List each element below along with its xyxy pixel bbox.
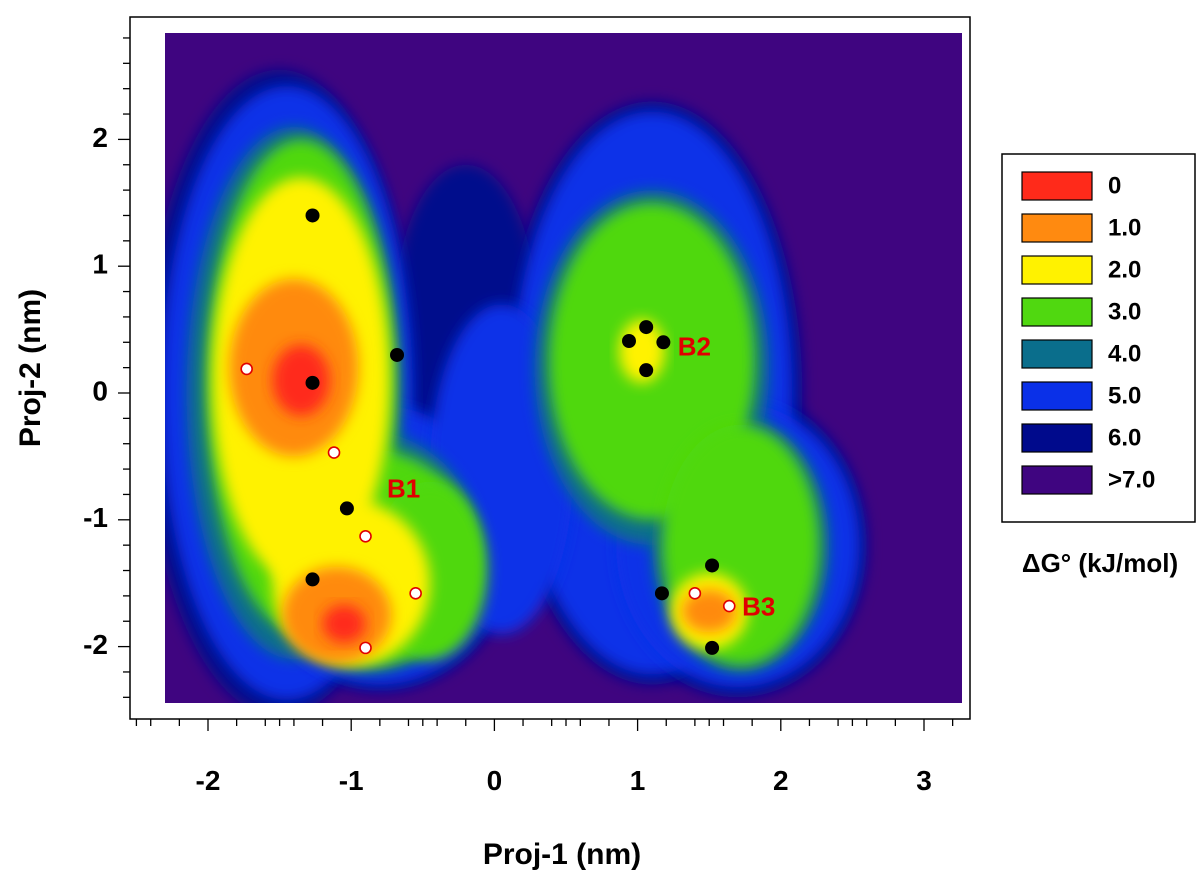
white-point-marker	[240, 362, 253, 376]
legend-label: >7.0	[1108, 466, 1155, 493]
black-point-marker	[305, 208, 320, 223]
basin-labels: B1 B2 B3	[387, 331, 775, 621]
black-point-marker	[639, 320, 654, 335]
y-tick-label: -2	[83, 629, 108, 660]
y-tick-label: -1	[83, 502, 108, 533]
black-point-marker	[622, 334, 637, 349]
white-point-marker	[359, 529, 372, 543]
legend-swatch	[1021, 465, 1093, 495]
colorbar-title: ΔG° (kJ/mol)	[1022, 548, 1178, 578]
basin-label-b3: B3	[742, 591, 775, 621]
legend-swatch	[1021, 381, 1093, 411]
legend-box	[1001, 153, 1196, 523]
x-tick-label: 2	[773, 765, 789, 796]
white-point-marker	[359, 641, 372, 655]
white-point-marker	[327, 446, 341, 459]
legend-label: 0	[1108, 172, 1121, 199]
legend-swatch	[1021, 171, 1093, 201]
black-point-marker	[305, 375, 320, 390]
legend-label: 6.0	[1108, 424, 1141, 451]
y-tick-label: 1	[92, 249, 108, 280]
black-point-marker	[305, 572, 320, 587]
legend-label: 4.0	[1108, 340, 1141, 367]
legend-swatch	[1021, 297, 1093, 327]
x-axis-title: Proj-1 (nm)	[483, 838, 641, 871]
black-point-marker	[639, 363, 654, 378]
y-tick-label: 0	[92, 375, 108, 406]
legend-swatch	[1021, 255, 1093, 285]
legend-label: 3.0	[1108, 298, 1141, 325]
heatmap-energy-regions	[165, 69, 867, 703]
black-point-marker	[390, 347, 405, 362]
white-point-marker	[688, 587, 702, 600]
legend-label: 1.0	[1108, 214, 1141, 241]
black-point-marker	[339, 501, 354, 516]
black-point-marker	[705, 640, 720, 655]
energy-region	[681, 589, 737, 633]
x-tick-label: -2	[196, 765, 221, 796]
x-tick-label: 3	[916, 765, 932, 796]
white-point-marker	[722, 599, 736, 613]
energy-region	[272, 344, 330, 416]
energy-region	[322, 604, 366, 643]
y-axis: 2 1 0 -1 -2	[83, 37, 130, 698]
x-tick-label: 0	[487, 765, 503, 796]
x-tick-label: 1	[630, 765, 646, 796]
colorbar-legend: 0 1.0 2.0 3.0 4.0 5.0 6.0 >7.0	[1001, 153, 1196, 523]
y-tick-label: 2	[92, 122, 108, 153]
legend-label: 2.0	[1108, 256, 1141, 283]
legend-label: 5.0	[1108, 382, 1141, 409]
black-point-marker	[654, 586, 669, 601]
white-point-marker	[409, 587, 422, 600]
black-point-marker	[656, 335, 671, 350]
black-point-marker	[705, 558, 720, 573]
legend-swatch	[1021, 213, 1093, 243]
x-axis: -2 -1 0 1 2 3	[135, 719, 954, 796]
y-axis-title: Proj-2 (nm)	[14, 289, 47, 447]
basin-label-b2: B2	[678, 331, 711, 361]
x-tick-label: -1	[339, 765, 364, 796]
point-markers	[240, 208, 736, 655]
legend-swatch	[1021, 423, 1093, 453]
basin-label-b1: B1	[387, 474, 420, 504]
legend-swatch	[1021, 339, 1093, 369]
